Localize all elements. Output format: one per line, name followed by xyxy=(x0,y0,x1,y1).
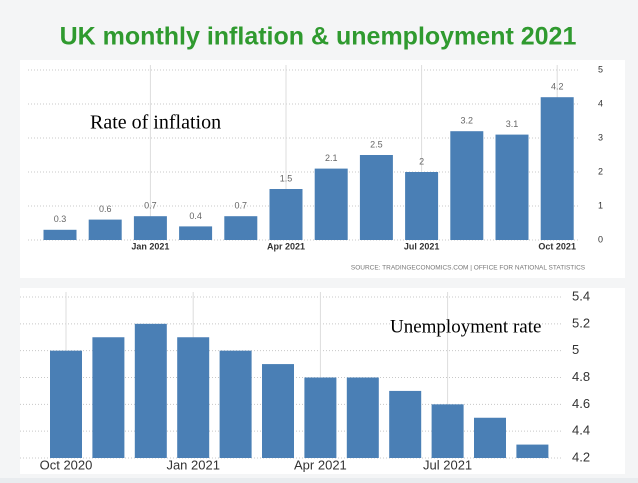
x-tick-label: Oct 2021 xyxy=(538,241,576,251)
bar xyxy=(304,377,337,458)
value-label: 0.4 xyxy=(189,211,202,221)
bar xyxy=(359,155,393,240)
value-label: 0.7 xyxy=(144,201,157,211)
bar xyxy=(177,337,210,458)
x-tick-label: Apr 2021 xyxy=(267,241,305,251)
bar xyxy=(540,97,574,240)
value-label: 0.6 xyxy=(99,204,112,214)
x-tick-label: Jan 2021 xyxy=(166,457,220,472)
value-label: 4.2 xyxy=(551,82,564,92)
bar xyxy=(495,134,529,240)
bar xyxy=(50,350,82,458)
y-tick-label: 5 xyxy=(598,64,603,74)
bar xyxy=(431,404,464,458)
bar xyxy=(134,323,167,458)
bar xyxy=(133,216,167,240)
bar xyxy=(219,350,252,458)
y-tick-label: 4.2 xyxy=(572,449,590,464)
bar xyxy=(314,168,348,240)
value-label: 1.5 xyxy=(280,173,293,183)
x-tick-label: Jul 2021 xyxy=(423,457,472,472)
y-tick-label: 5 xyxy=(572,342,579,357)
x-tick-label: Jan 2021 xyxy=(131,241,169,251)
y-tick-label: 4.4 xyxy=(572,423,590,438)
y-tick-label: 0 xyxy=(598,234,603,244)
value-label: 3.1 xyxy=(506,119,519,129)
source-note: SOURCE: TRADINGECONOMICS.COM | OFFICE FO… xyxy=(351,265,586,272)
annotation: Unemployment rate xyxy=(390,316,541,337)
bar xyxy=(179,226,213,240)
y-tick-label: 1 xyxy=(598,200,603,210)
value-label: 2.1 xyxy=(325,153,338,163)
slide-title: UK monthly inflation & unemployment 2021 xyxy=(60,23,577,51)
x-tick-label: Oct 2020 xyxy=(40,457,93,472)
bar xyxy=(88,219,122,240)
bar xyxy=(516,444,549,458)
y-tick-label: 2 xyxy=(598,166,603,176)
value-label: 2 xyxy=(419,156,424,166)
y-tick-label: 4.8 xyxy=(572,369,590,384)
y-tick-label: 3 xyxy=(598,132,603,142)
bar xyxy=(224,216,258,240)
y-tick-label: 4.6 xyxy=(572,396,590,411)
bar xyxy=(262,364,294,458)
bar xyxy=(474,417,506,458)
value-label: 0.3 xyxy=(54,214,67,224)
value-label: 0.7 xyxy=(235,201,248,211)
x-tick-label: Jul 2021 xyxy=(404,241,440,251)
y-tick-label: 4 xyxy=(598,98,603,108)
annotation: Rate of inflation xyxy=(90,112,221,134)
bar xyxy=(405,172,439,240)
bar xyxy=(450,131,484,240)
y-tick-label: 5.2 xyxy=(572,315,590,330)
value-label: 3.2 xyxy=(461,116,474,126)
value-label: 2.5 xyxy=(370,139,383,149)
y-tick-label: 5.4 xyxy=(572,288,590,303)
bar xyxy=(346,377,379,458)
x-tick-label: Apr 2021 xyxy=(294,457,347,472)
bar xyxy=(269,189,303,240)
bar xyxy=(43,229,77,240)
bar xyxy=(92,337,125,458)
bar xyxy=(389,390,422,458)
